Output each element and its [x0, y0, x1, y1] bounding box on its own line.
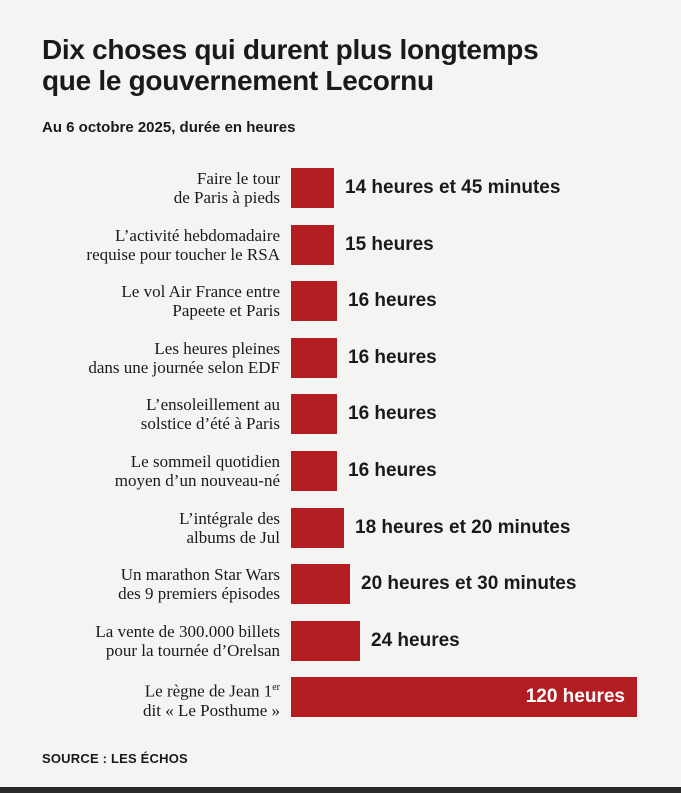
category-label: Le sommeil quotidien moyen d’un nouveau-n… [114, 452, 280, 490]
bar [291, 281, 337, 322]
category-label: Le règne de Jean 1er dit « Le Posthume » [143, 682, 280, 721]
bar [291, 394, 337, 435]
value-label: 120 heures [525, 686, 625, 708]
bar [291, 564, 350, 605]
bar [291, 620, 360, 661]
category-label: Un marathon Star Wars des 9 premiers épis… [118, 565, 280, 604]
category-label: Les heures pleines dans une journée selon… [88, 338, 280, 377]
chart-title-line1: Dix choses qui durent plus longtemps [42, 34, 539, 65]
category-label: L’ensoleillement au solstice d’été à Pari… [140, 395, 280, 434]
bar [291, 337, 337, 378]
category-label: Faire le tour de Paris à pieds [173, 169, 280, 207]
bar [291, 451, 337, 491]
chart-subtitle: Au 6 octobre 2025, durée en heures [42, 119, 296, 136]
bar [291, 677, 637, 718]
value-label: 24 heures [371, 629, 460, 651]
bar-chart: Faire le tour de Paris à pieds 14 heures e… [0, 160, 681, 730]
value-label: 14 heures et 45 minutes [345, 177, 561, 198]
bar [291, 224, 334, 265]
value-label: 16 heures [348, 403, 437, 425]
category-label: L’intégrale des albums de Jul [179, 508, 280, 547]
value-label: 18 heures et 20 minutes [355, 516, 571, 538]
category-label: Le vol Air France entre Papeete et Paris [121, 282, 280, 321]
value-label: 16 heures [348, 346, 437, 368]
source-note: SOURCE : LES ÉCHOS [42, 751, 188, 766]
value-label: 20 heures et 30 minutes [361, 573, 577, 595]
bar [291, 168, 334, 208]
chart-title-line2: que le gouvernement Lecornu [42, 65, 434, 96]
value-label: 16 heures [348, 460, 437, 481]
bar [291, 507, 344, 548]
bottom-strip [0, 787, 681, 793]
value-label: 15 heures [345, 233, 434, 255]
category-label: L’activité hebdomadaire requise pour touc… [86, 225, 280, 264]
value-label: 16 heures [348, 290, 437, 312]
category-label: La vente de 300.000 billets pour la tourn… [95, 621, 280, 660]
chart-title: Dix choses qui durent plus longtemps que… [42, 34, 642, 96]
